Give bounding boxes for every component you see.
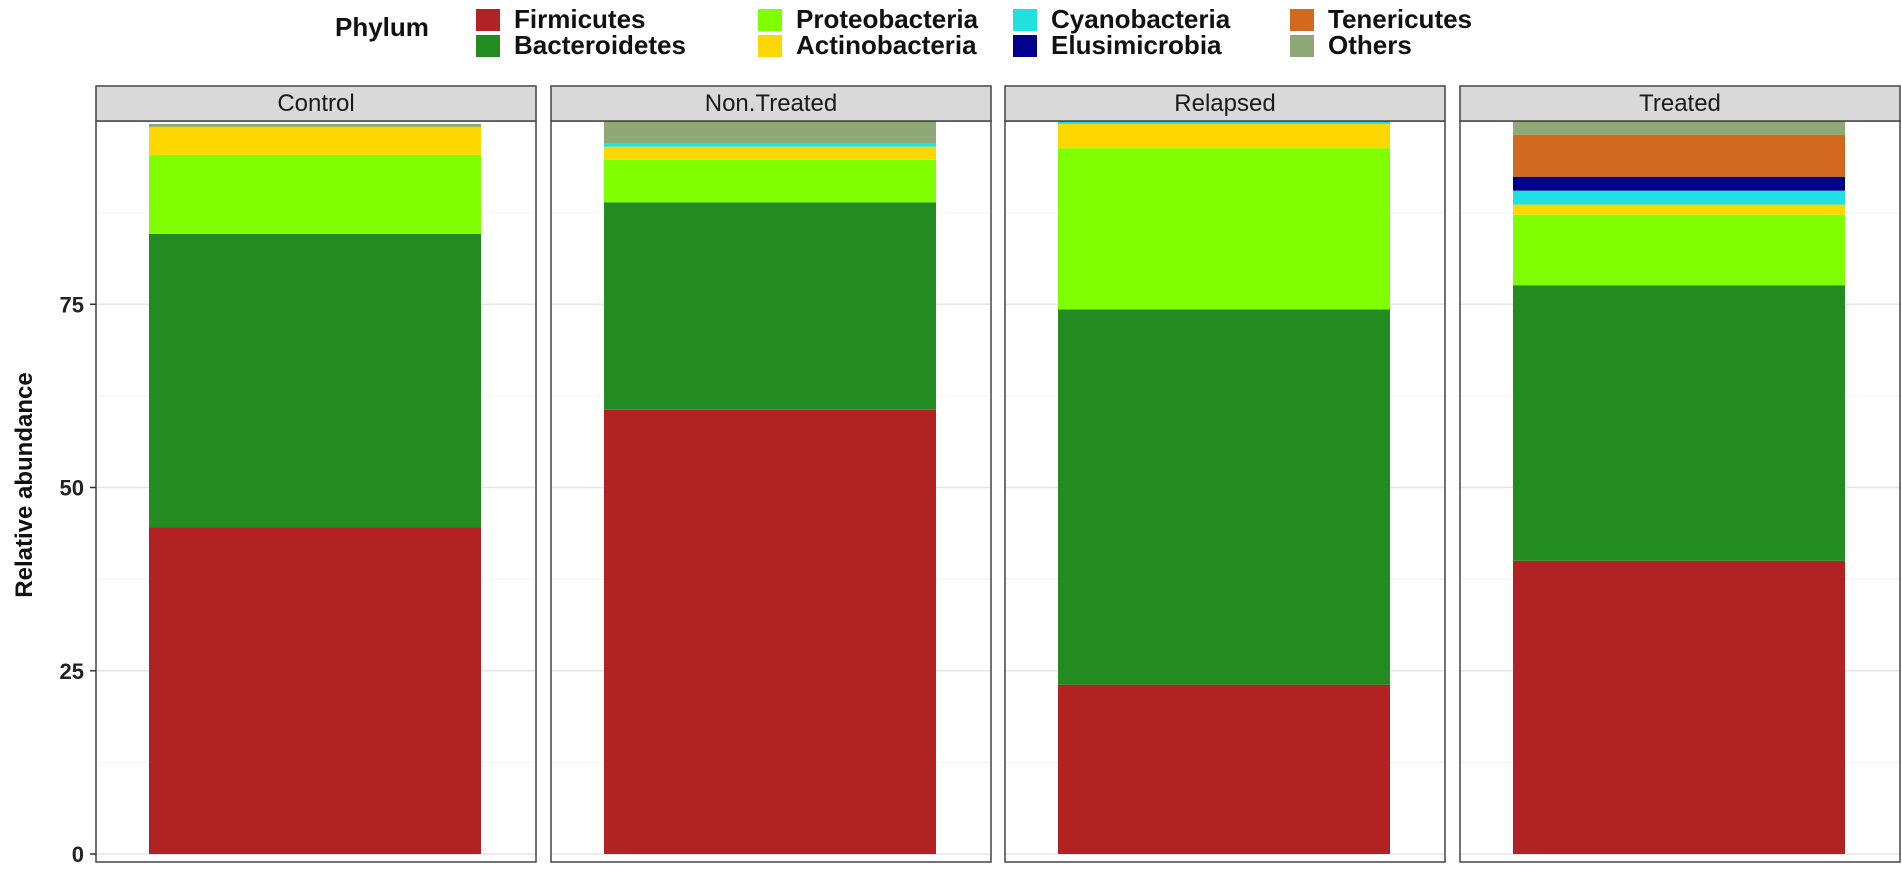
legend-swatch-cyanobacteria bbox=[1013, 9, 1037, 31]
panel-relapsed: Relapsed bbox=[1004, 85, 1446, 863]
legend-item-tenericutes: Tenericutes bbox=[1290, 4, 1472, 34]
strip-label-treated: Treated bbox=[1639, 90, 1721, 117]
legend-label-proteobacteria: Proteobacteria bbox=[796, 4, 979, 34]
bar-segment-treated-firmicutes bbox=[1513, 560, 1845, 854]
bar-segment-treated-elusimicrobia bbox=[1513, 176, 1845, 191]
y-tick-label-25: 25 bbox=[60, 659, 84, 684]
bar-segment-non-treated-proteobacteria bbox=[604, 159, 936, 203]
legend-item-actinobacteria: Actinobacteria bbox=[758, 30, 977, 60]
bar-segment-relapsed-bacteroidetes bbox=[1058, 309, 1390, 685]
bar-segment-treated-others bbox=[1513, 121, 1845, 135]
legend-swatch-firmicutes bbox=[476, 9, 500, 31]
legend-label-cyanobacteria: Cyanobacteria bbox=[1051, 4, 1231, 34]
legend-label-others: Others bbox=[1328, 30, 1412, 60]
legend-swatch-proteobacteria bbox=[758, 9, 782, 31]
legend-swatch-bacteroidetes bbox=[476, 35, 500, 57]
y-tick-label-75: 75 bbox=[60, 292, 84, 317]
legend-item-proteobacteria: Proteobacteria bbox=[758, 4, 979, 34]
legend-item-bacteroidetes: Bacteroidetes bbox=[476, 30, 686, 60]
bar-segment-control-firmicutes bbox=[149, 527, 481, 854]
panel-non-treated: Non.Treated bbox=[550, 85, 992, 863]
strip-label-relapsed: Relapsed bbox=[1174, 90, 1275, 117]
legend-item-elusimicrobia: Elusimicrobia bbox=[1013, 30, 1222, 60]
bar-segment-non-treated-cyanobacteria bbox=[604, 142, 936, 147]
bar-segment-treated-bacteroidetes bbox=[1513, 285, 1845, 561]
bar-segment-non-treated-bacteroidetes bbox=[604, 202, 936, 410]
legend-item-firmicutes: Firmicutes bbox=[476, 4, 646, 34]
legend-label-bacteroidetes: Bacteroidetes bbox=[514, 30, 686, 60]
legend-swatch-elusimicrobia bbox=[1013, 35, 1037, 57]
legend-swatch-tenericutes bbox=[1290, 9, 1314, 31]
facet-panels: Control Non.Treated Relapsed Treated bbox=[95, 85, 1901, 863]
legend-item-others: Others bbox=[1290, 30, 1412, 60]
legend-swatch-others bbox=[1290, 35, 1314, 57]
y-axis-title: Relative abundance bbox=[11, 372, 38, 597]
strip-non-treated bbox=[550, 85, 992, 122]
bar-segment-relapsed-firmicutes bbox=[1058, 684, 1390, 854]
strip-label-non-treated: Non.Treated bbox=[705, 90, 838, 117]
legend-label-firmicutes: Firmicutes bbox=[514, 4, 646, 34]
bar-segment-control-bacteroidetes bbox=[149, 233, 481, 528]
panel-control: Control bbox=[95, 85, 537, 863]
bar-segment-treated-actinobacteria bbox=[1513, 204, 1845, 215]
legend-swatch-actinobacteria bbox=[758, 35, 782, 57]
bar-segment-control-proteobacteria bbox=[149, 154, 481, 234]
bar-segment-non-treated-firmicutes bbox=[604, 409, 936, 854]
bar-segment-control-others bbox=[149, 123, 481, 127]
bar-segment-treated-proteobacteria bbox=[1513, 214, 1845, 286]
strip-treated bbox=[1459, 85, 1901, 122]
strip-label-control: Control bbox=[277, 90, 354, 117]
bar-segment-relapsed-actinobacteria bbox=[1058, 123, 1390, 149]
panel-treated: Treated bbox=[1459, 85, 1901, 863]
legend-title: Phylum bbox=[335, 12, 429, 42]
bar-segment-non-treated-actinobacteria bbox=[604, 146, 936, 160]
legend-label-tenericutes: Tenericutes bbox=[1328, 4, 1472, 34]
legend-label-actinobacteria: Actinobacteria bbox=[796, 30, 977, 60]
bar-segment-treated-cyanobacteria bbox=[1513, 190, 1845, 205]
legend-item-cyanobacteria: Cyanobacteria bbox=[1013, 4, 1231, 34]
bar-segment-control-actinobacteria bbox=[149, 126, 481, 155]
bar-segment-treated-tenericutes bbox=[1513, 134, 1845, 177]
bar-segment-relapsed-proteobacteria bbox=[1058, 148, 1390, 310]
bar-segment-relapsed-cyanobacteria bbox=[1058, 121, 1390, 124]
y-tick-label-0: 0 bbox=[72, 842, 84, 867]
strip-relapsed bbox=[1004, 85, 1446, 122]
legend-label-elusimicrobia: Elusimicrobia bbox=[1051, 30, 1222, 60]
y-axis: 0 25 50 75 bbox=[60, 292, 96, 867]
strip-control bbox=[95, 85, 537, 122]
bar-segment-non-treated-others bbox=[604, 121, 936, 143]
y-tick-label-50: 50 bbox=[60, 476, 84, 501]
